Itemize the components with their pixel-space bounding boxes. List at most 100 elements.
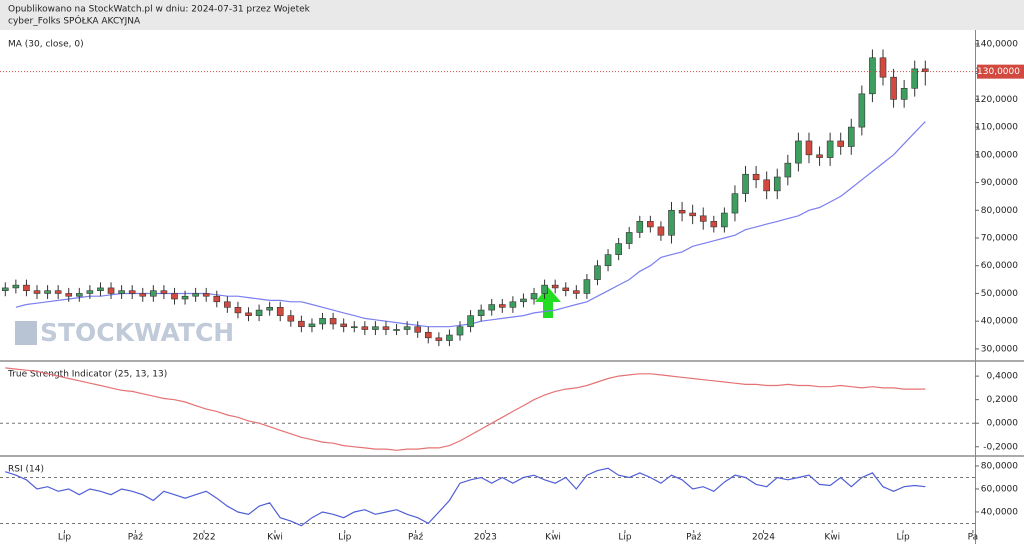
candle-body (65, 293, 73, 297)
candle-body (784, 162, 792, 178)
y-tick-label: 0,0000 (987, 419, 1019, 429)
y-tick-label: 40,0000 (981, 507, 1018, 517)
panel-title: RSI (14) (8, 465, 44, 475)
candle-body (403, 326, 411, 330)
watermark-icon (15, 321, 37, 345)
candle-body (414, 326, 422, 333)
candle-body (213, 295, 221, 303)
candle-body (604, 254, 612, 267)
candle-body (33, 290, 41, 294)
candle-body (382, 326, 390, 330)
candle-body (900, 87, 908, 100)
candle-body (202, 293, 210, 297)
candle-body (192, 293, 199, 297)
candle-body (921, 68, 929, 72)
candle-body (298, 320, 305, 328)
candle-body (319, 318, 326, 325)
candle-body (1, 287, 9, 291)
candle-body (636, 221, 644, 233)
last-price-box (977, 64, 1024, 79)
candle-body (837, 140, 844, 147)
candle-body (816, 154, 823, 158)
y-tick-label: 30,0000 (981, 344, 1018, 354)
candle-body (12, 284, 20, 289)
header-line: Opublikowano na StockWatch.pl w dniu: 20… (8, 5, 311, 15)
watermark: STOCKWATCH (15, 318, 234, 347)
y-tick-label: 70,0000 (981, 234, 1018, 244)
candle-body (424, 331, 432, 339)
candle-body (160, 290, 168, 294)
candle-body (150, 290, 157, 297)
candle-body (107, 287, 115, 294)
candle-body (731, 193, 739, 214)
x-tick-label: Pa (968, 533, 979, 543)
candle-body (911, 68, 919, 89)
candle-body (710, 221, 718, 228)
candle-body (86, 290, 94, 294)
candle-body (372, 326, 379, 330)
y-tick-label: -0,2000 (983, 442, 1018, 452)
y-tick-label: 60,0000 (981, 484, 1018, 494)
candle-body (678, 209, 686, 214)
y-tick-label: 90,0000 (981, 178, 1018, 188)
candle-body (54, 290, 62, 294)
y-tick-label: 0,4000 (987, 372, 1019, 382)
candle-body (361, 326, 369, 330)
x-tick-label: Lip (338, 533, 352, 543)
candle-body (530, 293, 538, 300)
candle-body (224, 301, 231, 308)
y-tick-label: 60,0000 (981, 261, 1018, 271)
x-tick-label: Kwi (545, 533, 561, 543)
candle-body (541, 284, 548, 294)
candle-body (668, 209, 675, 236)
candle-body (763, 179, 770, 192)
candle-body (721, 212, 728, 228)
candle-body (869, 57, 876, 95)
x-tick-label: Paź (686, 533, 702, 543)
y-tick-label: 140,0000 (975, 39, 1018, 49)
header-line: cyber_Folks SPÓŁKA AKCYJNA (8, 15, 141, 27)
candle-body (657, 226, 665, 236)
candle-body (435, 337, 443, 341)
x-tick-label: Lip (896, 533, 910, 543)
y-tick-label: 80,0000 (981, 206, 1018, 216)
candle-body (276, 307, 284, 316)
candle-body (583, 279, 591, 294)
candle-body (520, 298, 527, 303)
candle-body (879, 57, 887, 78)
panel-title: True Strength Indicator (25, 13, 13) (7, 370, 167, 380)
y-tick-label: 100,0000 (975, 150, 1018, 160)
candle-body (499, 304, 506, 308)
candle-body (795, 140, 802, 164)
candle-body (456, 326, 464, 336)
candle-body (699, 215, 707, 222)
candle-body (488, 304, 496, 311)
x-tick-label: 2022 (193, 533, 216, 543)
candle-body (689, 212, 696, 217)
candle-body (181, 295, 189, 300)
candle-body (647, 221, 654, 228)
candle-body (615, 243, 622, 255)
x-tick-label: 2024 (752, 533, 775, 543)
y-tick-label: 80,0000 (981, 461, 1018, 471)
candle-body (350, 326, 358, 329)
candle-body (393, 329, 400, 331)
indicator-line (5, 367, 926, 451)
y-tick-label: 110,0000 (975, 123, 1018, 133)
x-tick-label: Paź (408, 533, 424, 543)
candle-body (890, 76, 897, 100)
y-tick-label: 50,0000 (981, 289, 1018, 299)
panel-title: MA (30, close, 0) (8, 40, 84, 50)
candle-body (773, 176, 781, 192)
candle-body (287, 315, 295, 322)
candle-body (573, 290, 580, 294)
candle-body (245, 312, 252, 316)
candle-body (44, 290, 51, 294)
candle-body (118, 290, 125, 294)
y-tick-label: 0,2000 (987, 395, 1019, 405)
candle-body (551, 284, 559, 289)
candle-body (562, 287, 570, 291)
arrow-annotation (535, 287, 561, 318)
